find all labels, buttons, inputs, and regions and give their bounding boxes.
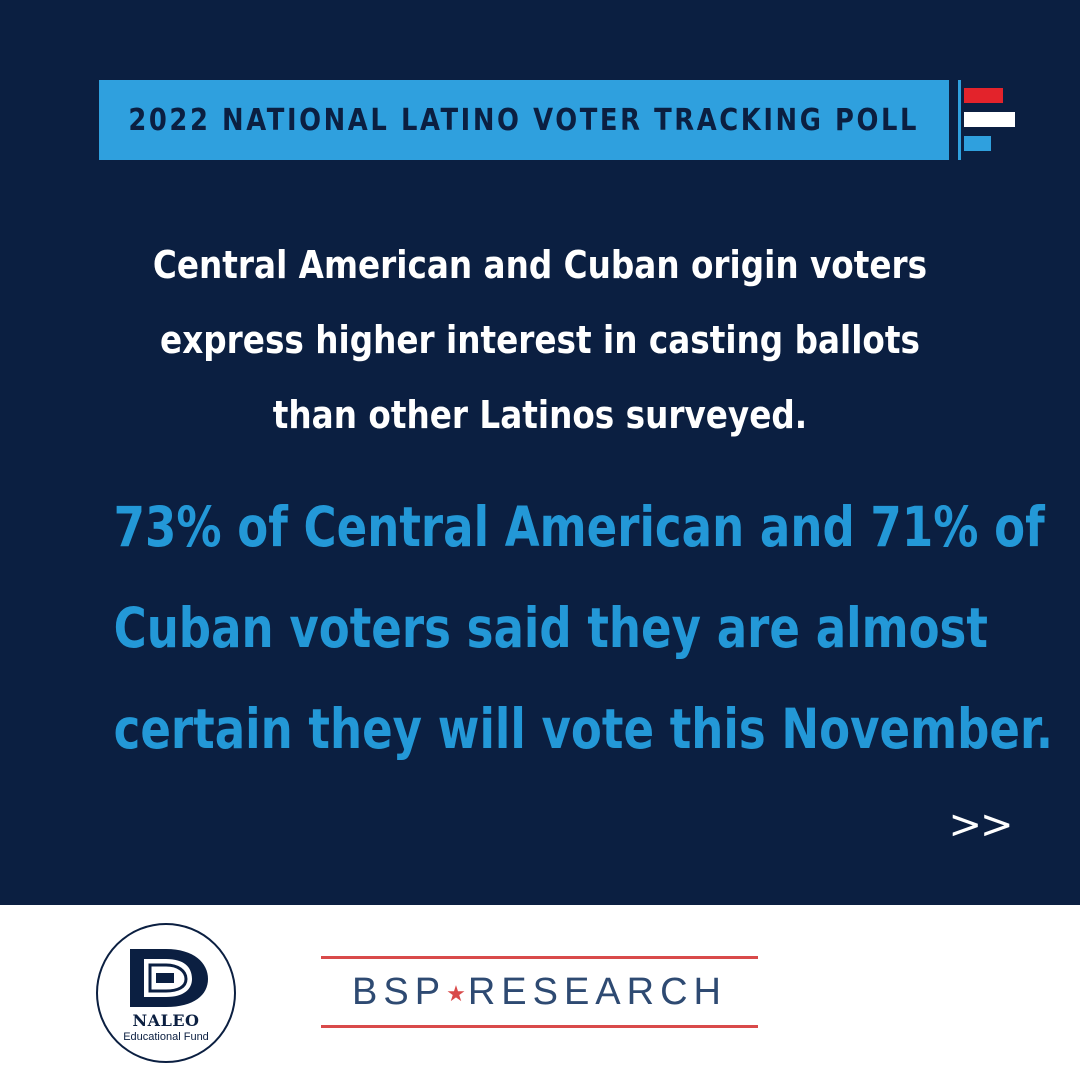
naleo-emblem-icon bbox=[130, 949, 208, 1007]
flag-red-stripe bbox=[964, 88, 1003, 103]
naleo-subtitle: Educational Fund bbox=[123, 1031, 209, 1043]
naleo-name: NALEO bbox=[132, 1011, 200, 1030]
flag-divider bbox=[958, 80, 961, 160]
headline-line-3: than other Latinos surveyed. bbox=[272, 393, 808, 437]
flag-white-stripe bbox=[964, 112, 1015, 127]
stat-line-1: 73% of Central American and 71% of bbox=[113, 495, 1045, 559]
content-panel: 2022 NATIONAL LATINO VOTER TRACKING POLL… bbox=[0, 0, 1080, 905]
stat-line-2: Cuban voters said they are almost bbox=[113, 596, 988, 660]
bsp-text-part1: BSP bbox=[352, 971, 447, 1013]
bsp-top-rule bbox=[321, 956, 758, 959]
banner-title: 2022 NATIONAL LATINO VOTER TRACKING POLL bbox=[128, 102, 920, 138]
bsp-research-logo: BSP★RESEARCH bbox=[321, 956, 758, 1028]
title-banner: 2022 NATIONAL LATINO VOTER TRACKING POLL bbox=[99, 80, 949, 160]
bsp-wordmark: BSP★RESEARCH bbox=[321, 970, 758, 1016]
bsp-bottom-rule bbox=[321, 1025, 758, 1028]
headline-line-1: Central American and Cuban origin voters bbox=[152, 243, 928, 287]
naleo-logo: NALEO Educational Fund bbox=[96, 923, 236, 1063]
stat-line-3: certain they will vote this November. bbox=[113, 697, 1053, 761]
headline: Central American and Cuban origin voters… bbox=[40, 228, 1040, 453]
next-slide-button[interactable]: >> bbox=[948, 802, 1013, 848]
star-icon: ★ bbox=[446, 980, 468, 1006]
flag-blue-stripe bbox=[964, 136, 991, 151]
headline-line-2: express higher interest in casting ballo… bbox=[160, 318, 920, 362]
key-statistic: 73% of Central American and 71% of Cuban… bbox=[20, 477, 1060, 780]
bsp-text-part2: RESEARCH bbox=[467, 971, 727, 1013]
